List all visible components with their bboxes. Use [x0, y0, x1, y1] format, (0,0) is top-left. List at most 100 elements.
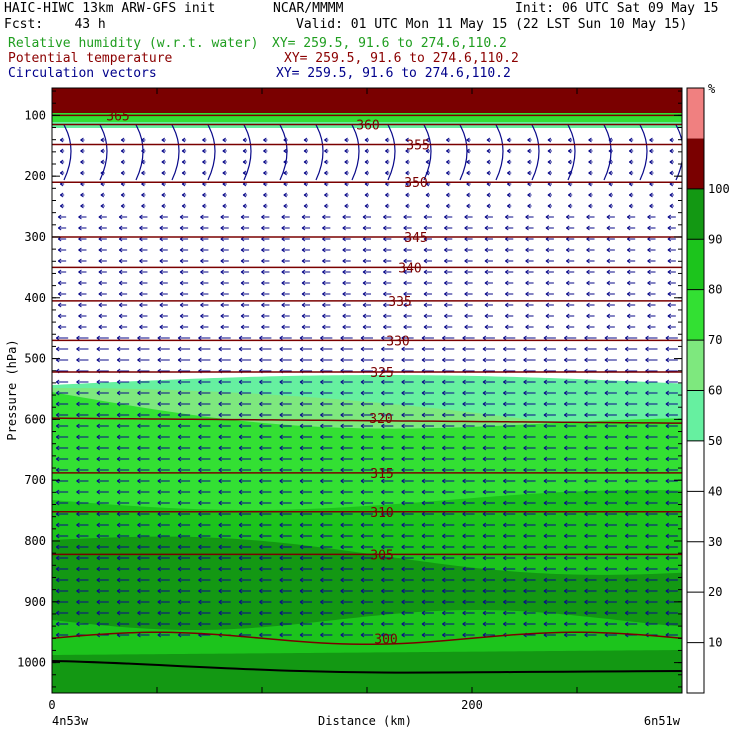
wind-vector — [423, 280, 432, 286]
wind-vector — [96, 390, 109, 396]
wind-vector — [401, 544, 414, 550]
wind-vector — [139, 313, 148, 319]
wind-vector — [202, 170, 207, 176]
wind-vector — [444, 291, 453, 297]
wind-vector — [96, 412, 109, 418]
wind-vector — [238, 555, 252, 561]
wind-vector — [177, 379, 191, 385]
wind-vector — [322, 324, 331, 330]
wind-vector — [222, 148, 227, 154]
wind-vector — [240, 214, 250, 220]
wind-vector — [506, 159, 512, 165]
wind-vector — [606, 258, 615, 264]
wind-vector — [342, 291, 351, 297]
wind-vector — [200, 269, 209, 275]
wind-vector — [523, 401, 536, 407]
wind-vector — [502, 478, 516, 484]
wind-vector — [76, 467, 89, 473]
wind-vector — [462, 489, 475, 495]
wind-vector — [342, 302, 351, 308]
wind-vector — [340, 401, 353, 407]
wind-vector — [442, 346, 455, 352]
wind-vector — [55, 533, 69, 539]
wind-vector — [118, 302, 128, 308]
wind-vector — [218, 588, 231, 594]
wind-vector — [320, 533, 333, 539]
wind-vector — [584, 478, 597, 484]
wind-vector — [116, 599, 130, 605]
wind-vector — [504, 324, 514, 330]
wind-vector — [563, 599, 577, 605]
wind-vector — [604, 390, 617, 396]
wind-vector — [281, 291, 290, 297]
wind-vector — [340, 544, 353, 550]
wind-vector — [381, 412, 394, 418]
wind-vector — [198, 500, 211, 506]
wind-vector — [96, 599, 109, 605]
wind-vector — [362, 324, 371, 330]
wind-vector — [543, 456, 556, 462]
wind-vector — [381, 445, 394, 451]
wind-vector — [624, 588, 638, 594]
wind-vector-curved — [99, 124, 108, 181]
wind-vector — [381, 610, 394, 616]
wind-vector — [279, 478, 292, 484]
wind-vector — [401, 434, 414, 440]
wind-vector — [486, 203, 491, 209]
colorbar-unit: % — [708, 82, 716, 96]
colorbar-tick-label: 90 — [708, 232, 722, 246]
wind-vector — [405, 170, 410, 176]
wind-vector — [202, 203, 207, 209]
wind-vector — [523, 533, 536, 539]
wind-vector — [116, 390, 130, 396]
wind-vector — [218, 434, 231, 440]
wind-vector — [563, 346, 577, 352]
wind-vector — [322, 269, 331, 275]
wind-vector — [543, 588, 556, 594]
wind-vector — [324, 192, 329, 198]
wind-vector — [421, 533, 434, 539]
wind-vector — [57, 247, 67, 253]
wind-vector — [259, 566, 272, 572]
wind-vector — [543, 533, 556, 539]
wind-vector — [462, 577, 475, 583]
field-theta-xy: XY= 259.5, 91.6 to 274.6,110.2 — [284, 51, 519, 66]
wind-vector — [157, 489, 170, 495]
wind-vector — [218, 346, 231, 352]
wind-vector — [464, 302, 473, 308]
wind-vector — [116, 544, 130, 550]
wind-vector — [584, 346, 597, 352]
wind-vector — [565, 258, 575, 264]
wind-vector — [116, 621, 130, 627]
wind-vector — [586, 269, 595, 275]
wind-vector — [218, 390, 231, 396]
wind-vector — [442, 401, 455, 407]
wind-vector — [645, 445, 658, 451]
colorbar-tick-label: 70 — [708, 333, 722, 347]
wind-vector — [55, 456, 69, 462]
wind-vector — [588, 148, 593, 154]
wind-vector — [563, 621, 577, 627]
colorbar-swatch — [687, 188, 704, 240]
field-rh-xy: XY= 259.5, 91.6 to 274.6,110.2 — [272, 36, 507, 51]
wind-vector — [362, 291, 371, 297]
wind-vector — [100, 137, 105, 143]
wind-vector — [401, 467, 414, 473]
wind-vector — [604, 335, 617, 341]
wind-vector — [139, 225, 148, 231]
wind-vector — [482, 335, 495, 341]
wind-vector — [381, 467, 394, 473]
wind-vector — [647, 214, 656, 220]
wind-vector — [218, 467, 231, 473]
colorbar-tick-label: 10 — [708, 636, 722, 650]
wind-vector — [563, 566, 577, 572]
wind-vector — [665, 423, 678, 429]
wind-vector — [141, 192, 146, 198]
wind-vector — [238, 346, 252, 352]
wind-vector — [55, 335, 69, 341]
wind-vector — [504, 269, 514, 275]
wind-vector — [137, 357, 150, 363]
wind-vector — [55, 379, 69, 385]
wind-vector — [523, 379, 536, 385]
wind-vector — [57, 214, 67, 220]
